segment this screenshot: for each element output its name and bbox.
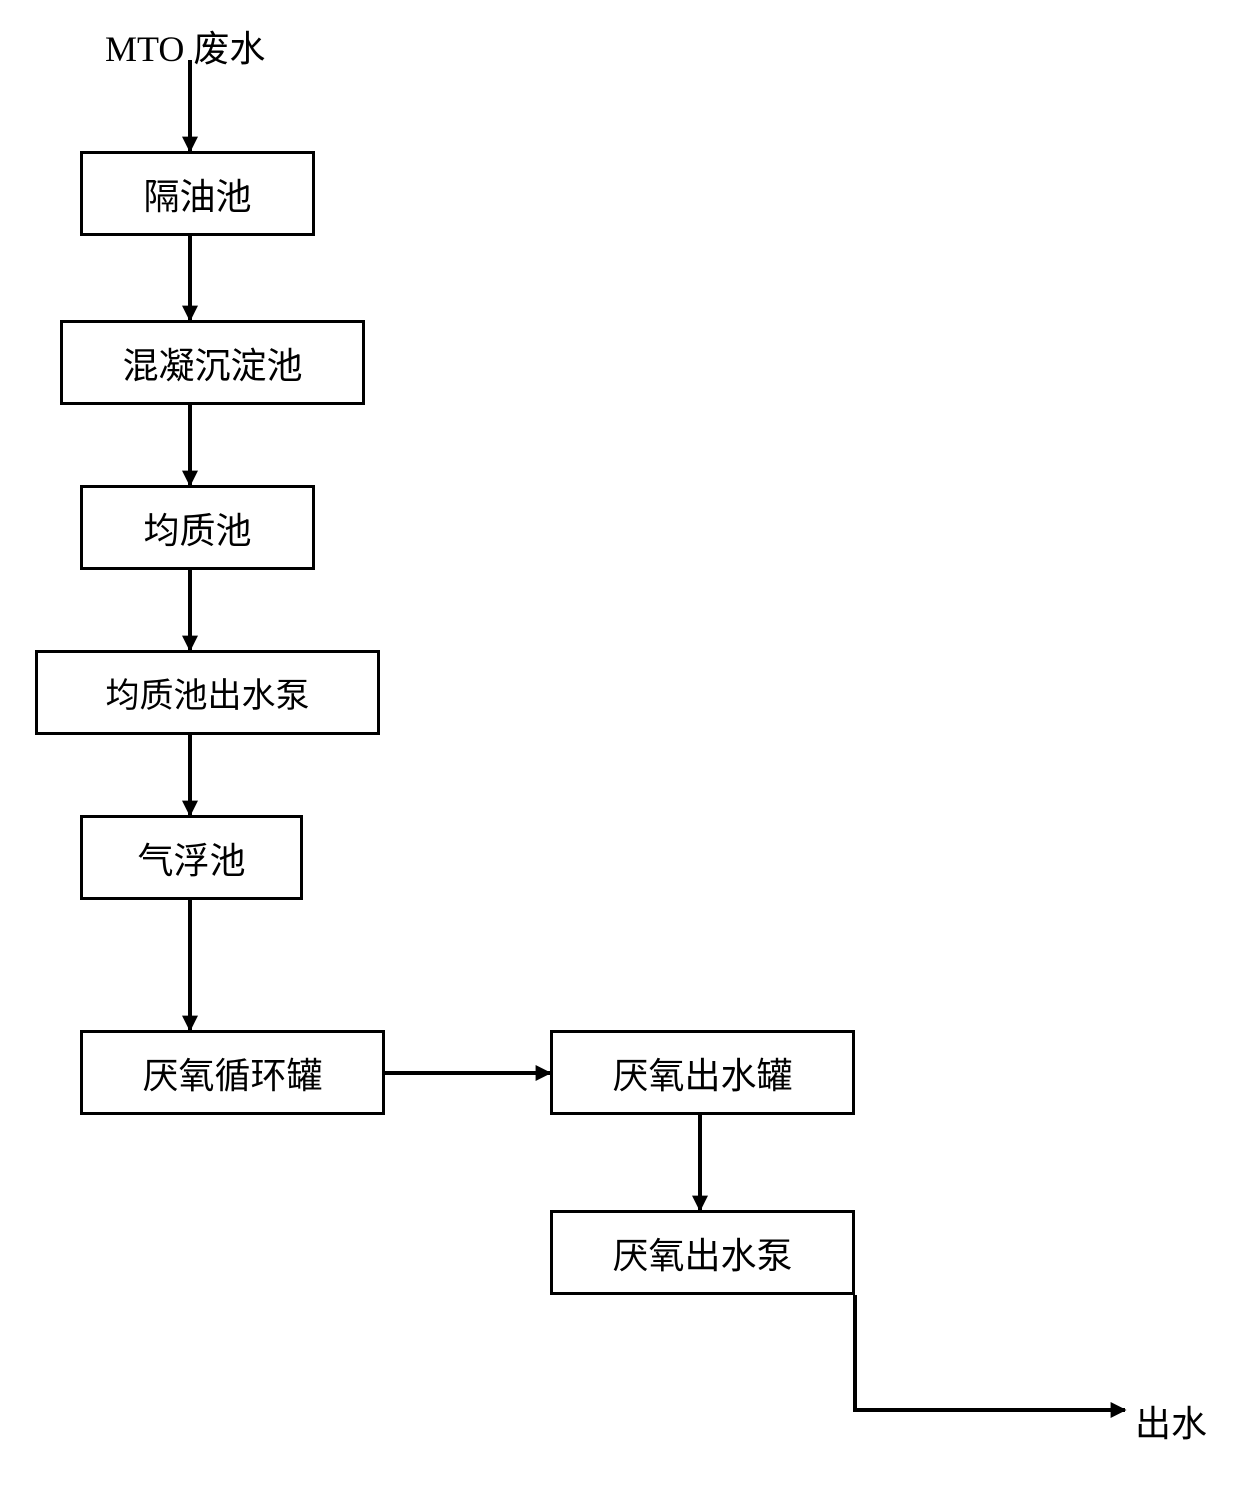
node-label: 混凝沉淀池 (122, 337, 302, 389)
node-anaerobic-circulation-tank: 厌氧循环罐 (80, 1030, 385, 1115)
node-anaerobic-outflow-pump: 厌氧出水泵 (550, 1210, 855, 1295)
node-label: 气浮池 (137, 832, 245, 884)
input-label-text: MTO 废水 (105, 29, 265, 69)
node-equalization-tank: 均质池 (80, 485, 315, 570)
output-label-text: 出水 (1135, 1404, 1207, 1444)
node-coagulation-sedimentation: 混凝沉淀池 (60, 320, 365, 405)
node-label: 厌氧出水泵 (612, 1227, 792, 1279)
node-label: 厌氧循环罐 (142, 1047, 322, 1099)
input-label: MTO 废水 (105, 20, 265, 72)
node-equalization-pump: 均质池出水泵 (35, 650, 380, 735)
edge-e8 (855, 1295, 1125, 1410)
node-label: 均质池 (143, 502, 251, 554)
flowchart-canvas: MTO 废水 出水 隔油池 混凝沉淀池 均质池 均质池出水泵 气浮池 厌氧循环罐… (0, 0, 1240, 1489)
node-label: 厌氧出水罐 (612, 1047, 792, 1099)
node-oil-separator: 隔油池 (80, 151, 315, 236)
node-label: 均质池出水泵 (106, 668, 310, 717)
output-label: 出水 (1135, 1395, 1207, 1447)
node-anaerobic-outflow-tank: 厌氧出水罐 (550, 1030, 855, 1115)
node-flotation-tank: 气浮池 (80, 815, 303, 900)
node-label: 隔油池 (143, 168, 251, 220)
